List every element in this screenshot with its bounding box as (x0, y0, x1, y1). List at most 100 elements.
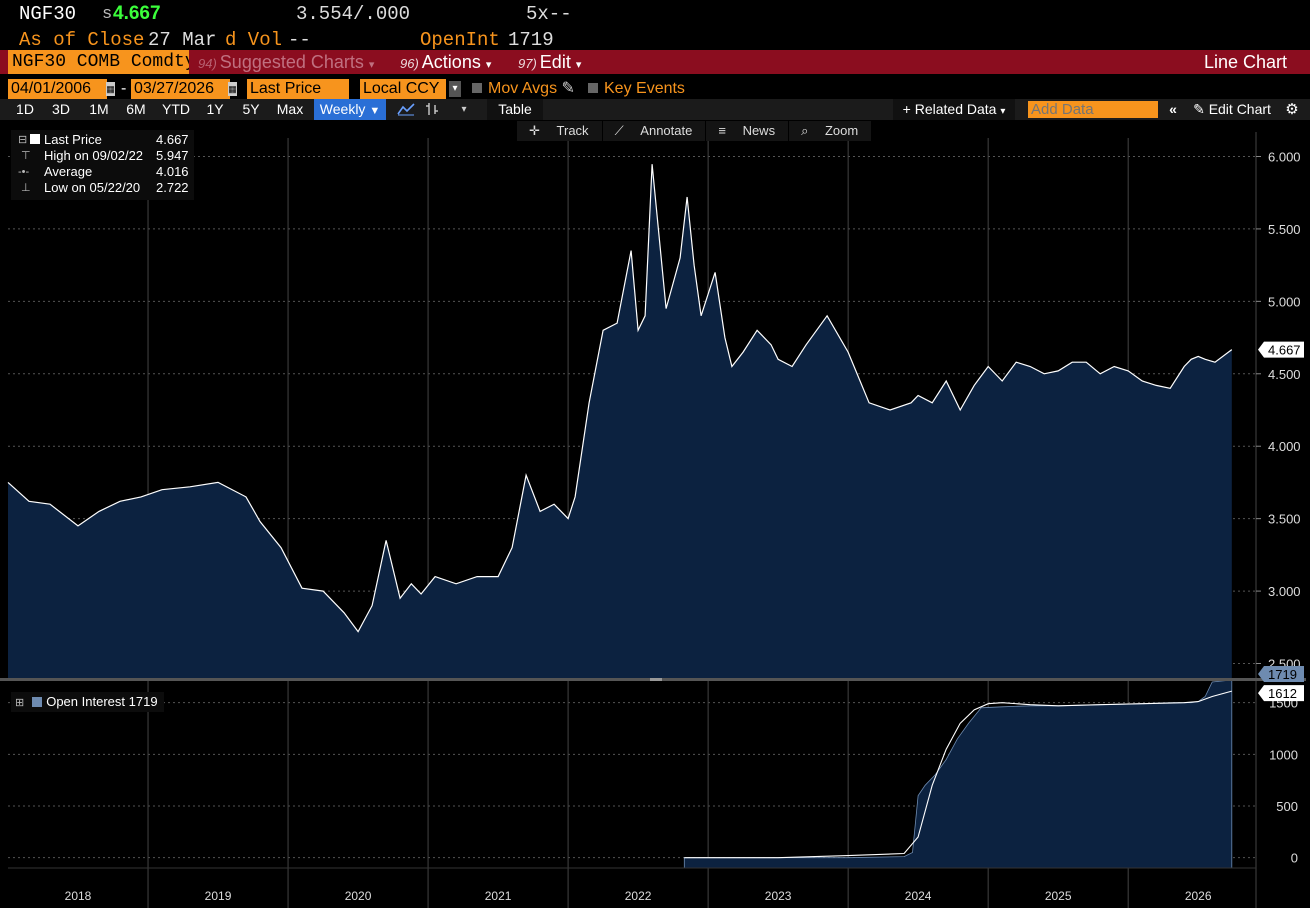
chevron-down-icon: ▾ (1000, 106, 1006, 117)
news-tool[interactable]: ≡ News (706, 121, 789, 141)
add-data-input[interactable] (1028, 101, 1158, 118)
price-field-selector[interactable]: Last Price (247, 79, 349, 99)
end-date-field[interactable]: 03/27/2026 (131, 79, 230, 99)
oi-last-tag-box (1258, 666, 1304, 683)
edit-menu[interactable]: 97) Edit ▾ (518, 50, 581, 74)
price-prefix: s (102, 5, 113, 24)
annotate-tool[interactable]: ⟋ Annotate (602, 121, 706, 141)
price-legend[interactable]: ⊟ Last Price 4.667 ⊤ High on 09/02/22 5.… (11, 130, 194, 200)
chart-type-label: Line Chart (1204, 52, 1288, 72)
key-events-toggle[interactable]: Key Events (588, 79, 685, 99)
low-marker-icon: ⊥ (18, 182, 31, 194)
open-interest-second-line (684, 690, 1232, 859)
related-data-menu[interactable]: + Related Data ▾ (893, 99, 1015, 120)
track-tool[interactable]: ✛ Track (517, 121, 602, 141)
price-tick-label: 3.000 (1268, 584, 1301, 599)
edit-num: 97) (518, 56, 537, 71)
line-chart-icon[interactable] (394, 99, 418, 120)
collapse-chevrons-icon[interactable]: « (1169, 101, 1177, 117)
range-toolbar: 1D 3D 1M 6M YTD 1Y 5Y Max Weekly ▼ ▾ Tab… (0, 99, 1310, 120)
chart-menu-bar: NGF30 COMB Comdty 94) Suggested Charts ▾ … (0, 50, 1310, 74)
legend-average-label: Average (44, 164, 93, 179)
table-button[interactable]: Table (487, 99, 543, 120)
pencil-icon[interactable]: ✎ (561, 80, 575, 97)
legend-last-value: 4.667 (156, 132, 189, 147)
calendar-icon[interactable]: ▦ (228, 82, 237, 96)
last-value-tags: 4.667 1612 1719 (1258, 341, 1304, 702)
x-axis-years: 2018 2019 2020 2021 2022 2023 2024 2025 2026 (8, 867, 1256, 903)
ticker-symbol: NGF30 (19, 3, 77, 25)
actions-menu[interactable]: 96) Actions ▾ (400, 50, 491, 74)
x-tick-label: 2025 (1045, 889, 1072, 903)
divider-handle-icon[interactable] (650, 678, 662, 681)
bid-ask: 3.554/.000 (296, 3, 411, 25)
legend-row-high: ⊤ High on 09/02/22 5.947 (11, 148, 194, 164)
as-of-close-label: As of Close (19, 29, 145, 51)
x-tick-label: 2024 (905, 889, 932, 903)
range-1m[interactable]: 1M (89, 101, 109, 117)
chevron-down-icon: ▾ (575, 59, 582, 71)
price-last-tag-label: 4.667 (1268, 343, 1301, 358)
header-quote-row: NGF30 s 4.667 3.554/.000 5x-- (0, 0, 1310, 26)
price-chart[interactable]: 6.0005.5005.0004.5004.0003.5003.0002.500… (0, 120, 1310, 908)
legend-row-low: ⊥ Low on 05/22/20 2.722 (11, 180, 194, 196)
range-1d[interactable]: 1D (16, 101, 34, 117)
legend-low-value: 2.722 (156, 180, 189, 195)
checkbox-icon[interactable] (588, 83, 598, 93)
crosshair-icon: ✛ (523, 121, 546, 141)
range-3d[interactable]: 3D (52, 101, 70, 117)
last-price-value: 4.667 (113, 3, 161, 24)
magnifier-icon: ⌕ (795, 121, 815, 141)
legend-high-label: High on 09/02/22 (44, 148, 144, 163)
oi-swatch-icon (32, 697, 43, 707)
chevron-down-icon[interactable]: ▾ (449, 81, 461, 97)
checkbox-icon[interactable] (472, 83, 482, 93)
plus-icon: + (902, 101, 911, 117)
open-interest-legend-label: Open Interest (46, 694, 125, 709)
white-swatch-icon (30, 134, 41, 144)
bar-chart-icon[interactable] (420, 99, 444, 120)
mov-avgs-toggle[interactable]: Mov Avgs ✎ (472, 79, 575, 99)
actions-num: 96) (400, 56, 419, 71)
open-interest-legend[interactable]: ⊞ Open Interest 1719 (11, 692, 164, 712)
open-interest-tick-label: 500 (1276, 799, 1298, 814)
news-label: News (736, 121, 782, 141)
legend-row-average: -•- Average 4.016 (11, 164, 194, 180)
zoom-tool[interactable]: ⌕ Zoom (789, 121, 872, 141)
range-6m[interactable]: 6M (126, 101, 146, 117)
gear-icon[interactable]: ⚙ (1285, 101, 1299, 118)
suggested-charts-menu[interactable]: 94) Suggested Charts ▾ (198, 50, 374, 74)
edit-chart-button[interactable]: ✎ Edit Chart (1186, 99, 1278, 120)
price-tick-label: 3.500 (1268, 512, 1301, 527)
range-ytd[interactable]: YTD (162, 101, 190, 117)
chevron-down-icon[interactable]: ▾ (461, 104, 467, 115)
x-tick-label: 2022 (625, 889, 652, 903)
currency-selector[interactable]: Local CCY (360, 79, 446, 99)
frequency-selector[interactable]: Weekly ▼ (314, 99, 386, 120)
range-5y[interactable]: 5Y (242, 101, 260, 117)
start-date-field[interactable]: 04/01/2006 (8, 79, 107, 99)
calendar-icon[interactable]: ▦ (106, 82, 115, 96)
edit-label: Edit (539, 52, 571, 72)
range-1y[interactable]: 1Y (206, 101, 224, 117)
zoom-label: Zoom (818, 121, 865, 141)
oi-last-tag-label: 1719 (1268, 667, 1297, 682)
volume-value: -- (288, 29, 311, 51)
suggested-charts-num: 94) (198, 56, 217, 71)
track-label: Track (550, 121, 595, 141)
legend-row-last: ⊟ Last Price 4.667 (11, 132, 194, 148)
x-tick-label: 2019 (205, 889, 232, 903)
frequency-label: Weekly (319, 101, 366, 117)
range-max[interactable]: Max (276, 101, 304, 117)
security-selector[interactable]: NGF30 COMB Comdty (8, 50, 189, 74)
legend-high-value: 5.947 (156, 148, 189, 163)
collapse-icon[interactable]: ⊞ (15, 697, 25, 709)
pencil-icon: ✎ (1193, 101, 1205, 117)
collapse-icon[interactable]: ⊟ (18, 132, 41, 148)
as-of-close-date: 27 Mar (148, 29, 217, 51)
security-name[interactable]: NGF30 COMB Comdty (8, 50, 189, 74)
open-interest-area-fill (683, 679, 1233, 869)
price-tick-label: 5.000 (1268, 294, 1301, 309)
bid-ask-size: 5x-- (526, 3, 572, 25)
